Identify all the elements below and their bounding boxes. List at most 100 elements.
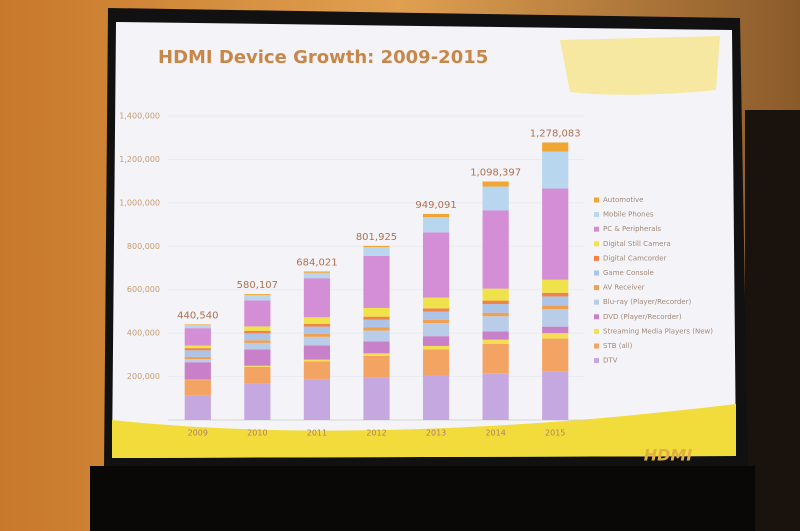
bar-segment xyxy=(363,327,390,331)
logo: HDMI xyxy=(644,446,693,465)
bar-segment xyxy=(303,379,331,420)
x-tick-label: 2014 xyxy=(485,429,505,438)
bar-segment xyxy=(303,334,331,337)
bar-segment xyxy=(482,304,509,313)
bar-segment xyxy=(303,361,331,380)
bar-segment xyxy=(422,349,450,376)
bar-segment xyxy=(303,317,331,324)
legend-label: Automotive xyxy=(603,196,644,204)
legend-swatch xyxy=(594,299,599,305)
bar-segment xyxy=(482,331,509,340)
doorway xyxy=(745,110,800,531)
legend-label: Game Console xyxy=(603,269,654,277)
bar-segment xyxy=(482,210,509,289)
bar-segment xyxy=(244,342,271,350)
bar-segment xyxy=(542,142,569,152)
legend-label: DVD (Player/Recorder) xyxy=(603,313,682,321)
y-tick-label: 600,000 xyxy=(127,285,160,294)
bar-segment xyxy=(482,339,509,344)
legend-label: AV Receiver xyxy=(603,284,645,292)
y-tick-label: 1,000,000 xyxy=(119,198,160,207)
bar-segment xyxy=(184,380,211,396)
bar-segment xyxy=(422,375,450,420)
bar-segment xyxy=(542,309,569,327)
legend-swatch xyxy=(594,197,599,203)
total-label: 580,107 xyxy=(237,280,278,291)
y-tick-label: 400,000 xyxy=(127,329,160,338)
legend-label: DTV xyxy=(603,357,618,365)
bar-segment xyxy=(363,353,390,356)
bar-segment xyxy=(542,151,569,189)
legend-swatch xyxy=(594,343,599,349)
total-label: 684,021 xyxy=(296,257,337,268)
bar-segment xyxy=(422,232,450,298)
bar-segment xyxy=(244,333,271,341)
bar-segment xyxy=(303,336,331,346)
bar-segment xyxy=(422,311,450,320)
bar-segment xyxy=(363,341,390,354)
x-tick-label: 2015 xyxy=(545,429,565,438)
total-label: 440,540 xyxy=(177,310,218,321)
x-tick-label: 2009 xyxy=(188,429,208,438)
bar-segment xyxy=(542,188,569,280)
y-tick-label: 1,200,000 xyxy=(119,155,160,164)
legend-label: Digital Still Camera xyxy=(603,240,671,248)
bar-segment xyxy=(244,294,271,295)
bar-segment xyxy=(422,213,450,218)
bar-segment xyxy=(184,328,211,346)
bar-segment xyxy=(422,297,450,309)
bar-segment xyxy=(542,296,569,306)
bar-segment xyxy=(244,326,271,331)
x-tick-label: 2012 xyxy=(366,429,386,438)
bar-segment xyxy=(482,288,509,301)
bar-segment xyxy=(482,344,509,374)
x-tick-label: 2013 xyxy=(426,429,446,438)
legend-swatch xyxy=(594,212,599,218)
bar-segment xyxy=(244,294,271,301)
bar-segment xyxy=(184,362,211,380)
bar-segment xyxy=(363,319,390,328)
bar-segment xyxy=(542,292,569,297)
bar-segment xyxy=(303,272,331,279)
legend-swatch xyxy=(594,270,599,276)
x-tick-label: 2010 xyxy=(247,429,267,438)
y-tick-label: 200,000 xyxy=(127,372,160,381)
bar-segment xyxy=(184,324,211,329)
total-label: 949,091 xyxy=(415,200,456,211)
legend-label: Streaming Media Players (New) xyxy=(603,327,713,335)
bar-segment xyxy=(363,377,390,420)
bar-segment xyxy=(184,345,211,349)
bar-segment xyxy=(303,278,331,318)
bar-segment xyxy=(363,247,390,256)
bar-segment xyxy=(184,348,211,351)
bar-segment xyxy=(482,312,509,317)
total-label: 1,278,083 xyxy=(530,128,581,139)
bar-segment xyxy=(303,345,331,360)
bar-segment xyxy=(363,316,390,320)
bar-segment xyxy=(542,333,569,339)
legend-label: Mobile Phones xyxy=(603,211,654,219)
bar-segment xyxy=(184,356,211,359)
legend-label: STB (all) xyxy=(603,342,633,350)
slide-swoosh xyxy=(112,404,736,458)
bar-segment xyxy=(422,308,450,312)
x-tick-label: 2011 xyxy=(307,429,327,438)
total-label: 1,098,397 xyxy=(470,167,521,178)
bar-segment xyxy=(244,340,271,343)
legend-swatch xyxy=(594,226,599,232)
bar-segment xyxy=(184,324,211,325)
bar-segment xyxy=(363,330,390,342)
legend-swatch xyxy=(594,285,599,291)
bar-segment xyxy=(363,307,390,317)
bar-segment xyxy=(482,181,509,187)
bar-segment xyxy=(363,355,390,378)
bar-segment xyxy=(184,350,211,357)
bar-segment xyxy=(184,358,211,363)
bar-segment xyxy=(482,300,509,305)
bar-segment xyxy=(422,217,450,233)
bar-segment xyxy=(542,279,569,293)
total-label: 801,925 xyxy=(356,232,397,243)
bar-segment xyxy=(482,373,509,420)
y-tick-label: 1,400,000 xyxy=(119,112,160,121)
bar-segment xyxy=(542,326,569,334)
